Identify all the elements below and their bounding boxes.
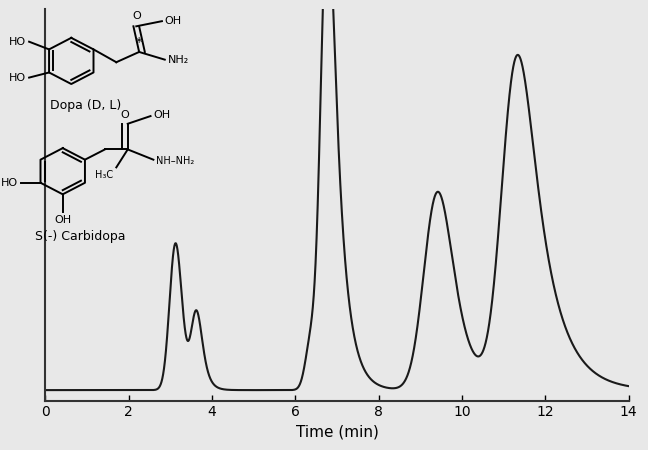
Text: OH: OH — [154, 110, 170, 120]
Text: NH–NH₂: NH–NH₂ — [156, 156, 194, 166]
Text: HO: HO — [9, 72, 27, 83]
Text: OH: OH — [165, 16, 182, 26]
Text: H₃C: H₃C — [95, 170, 113, 180]
Text: O: O — [132, 11, 141, 21]
Text: HO: HO — [9, 37, 27, 47]
Text: OH: OH — [54, 215, 71, 225]
Text: *: * — [136, 36, 143, 50]
Text: S(-) Carbidopa: S(-) Carbidopa — [34, 230, 125, 243]
Text: O: O — [121, 110, 129, 120]
X-axis label: Time (min): Time (min) — [295, 425, 378, 440]
Text: HO: HO — [1, 178, 17, 188]
Text: Dopa (D, L): Dopa (D, L) — [50, 99, 121, 112]
Text: NH₂: NH₂ — [168, 54, 189, 65]
